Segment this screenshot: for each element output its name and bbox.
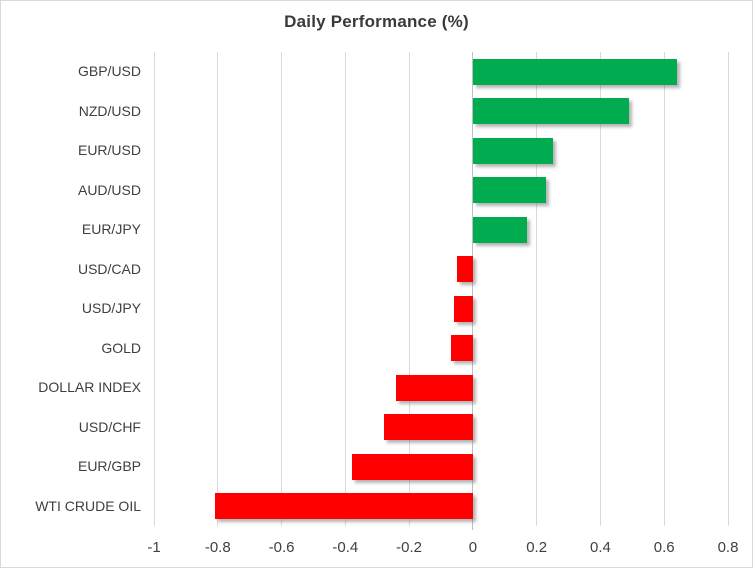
- plot-area: [153, 52, 729, 530]
- gridline: [344, 52, 346, 526]
- bar-aud-usd: [472, 177, 547, 204]
- gridline: [153, 52, 155, 526]
- gridline: [217, 52, 219, 526]
- gridline: [599, 52, 601, 526]
- gridline: [663, 52, 665, 526]
- gridline: [536, 52, 538, 526]
- x-tick-label: 0.4: [590, 539, 611, 556]
- category-label: EUR/JPY: [81, 221, 141, 237]
- category-label: WTI CRUDE OIL: [35, 497, 141, 514]
- bar-usd-chf: [383, 414, 473, 441]
- bar-gold: [450, 335, 473, 362]
- x-tick-label: 0.2: [526, 539, 548, 556]
- category-label: USD/CHF: [78, 418, 141, 435]
- category-label: GBP/USD: [77, 63, 141, 79]
- category-label: NZD/USD: [78, 102, 141, 119]
- gridline: [408, 52, 410, 526]
- category-label: AUD/USD: [77, 181, 141, 198]
- category-label: USD/CAD: [77, 260, 141, 277]
- x-tick-label: -1: [147, 539, 161, 556]
- bar-wti-crude-oil: [214, 493, 473, 520]
- gridline: [281, 52, 283, 526]
- x-tick-label: -0.2: [396, 539, 423, 556]
- category-label: DOLLAR INDEX: [38, 379, 141, 395]
- bar-nzd-usd: [472, 98, 630, 125]
- x-tick-label: 0.8: [717, 539, 739, 556]
- bar-eur-usd: [472, 137, 553, 164]
- bar-dollar-index: [396, 374, 473, 401]
- category-label: USD/JPY: [81, 300, 141, 316]
- bar-eur-jpy: [472, 216, 528, 243]
- x-tick-label: -0.4: [332, 539, 359, 556]
- chart-title: Daily Performance (%): [284, 12, 469, 31]
- gridline: [727, 52, 729, 526]
- category-label: GOLD: [101, 339, 141, 356]
- bar-usd-cad: [456, 256, 473, 283]
- bar-gbp-usd: [472, 58, 677, 85]
- x-tick-label: 0.6: [653, 539, 675, 556]
- x-tick-label: -0.6: [268, 539, 295, 556]
- category-label: EUR/USD: [77, 142, 141, 158]
- category-label: EUR/GBP: [77, 458, 141, 474]
- x-tick-label: -0.8: [204, 539, 231, 556]
- bar-eur-gbp: [351, 453, 473, 480]
- x-tick-label: 0: [468, 539, 478, 556]
- zero-axis-line: [472, 52, 474, 530]
- bar-usd-jpy: [453, 295, 473, 322]
